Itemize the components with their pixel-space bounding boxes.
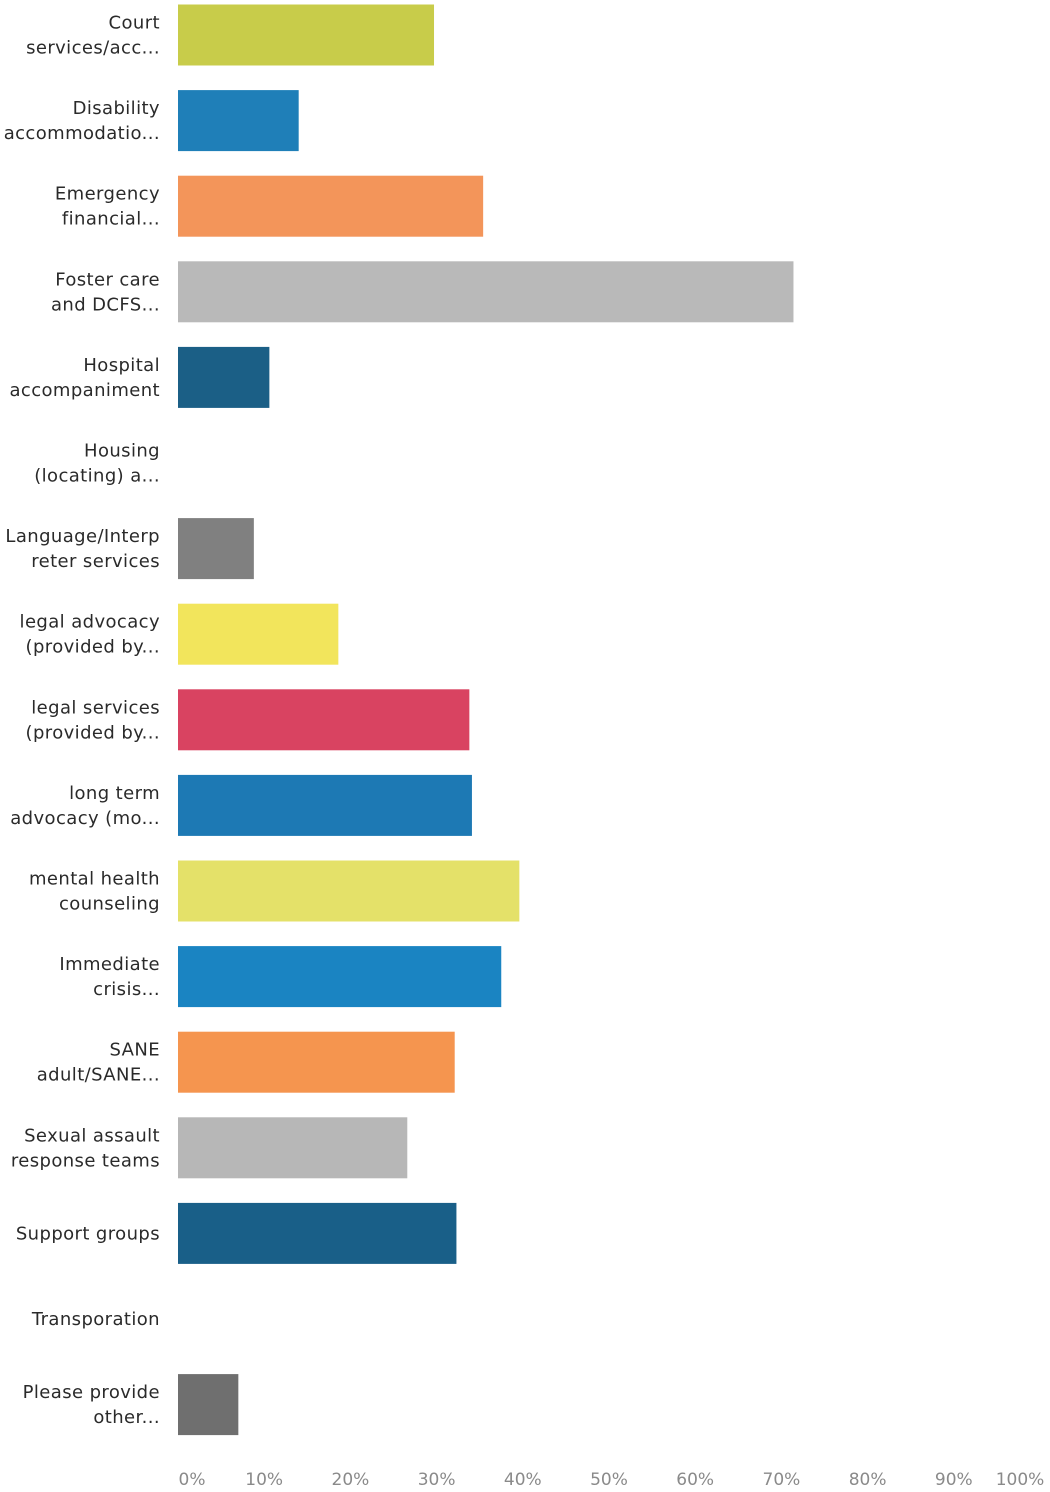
x-tick-label: 40% bbox=[504, 1470, 542, 1488]
bar bbox=[178, 946, 502, 1008]
category-label-line: adult/SANE... bbox=[37, 1065, 160, 1086]
bar bbox=[178, 860, 520, 922]
bar bbox=[178, 175, 484, 237]
category-label: Support groups bbox=[16, 1223, 160, 1244]
bar bbox=[178, 4, 435, 66]
category-label-line: Support groups bbox=[16, 1223, 160, 1244]
category-label: Please provide other... bbox=[23, 1382, 160, 1428]
category-label: long term advocacy (mo... bbox=[10, 783, 160, 829]
category-label-line: (provided by... bbox=[26, 637, 160, 658]
category-label: Sexual assault response teams bbox=[11, 1125, 160, 1171]
category-label-line: Hospital bbox=[83, 355, 160, 376]
bar bbox=[178, 90, 299, 152]
bar bbox=[178, 774, 472, 836]
x-tick-label: 30% bbox=[418, 1470, 456, 1488]
category-label-line: services/acc... bbox=[26, 38, 160, 59]
bar bbox=[178, 1031, 455, 1093]
category-label: Disability accommodatio... bbox=[4, 98, 160, 144]
category-label-line: Please provide bbox=[23, 1382, 160, 1403]
x-tick-label: 20% bbox=[332, 1470, 370, 1488]
category-label-line: Immediate bbox=[59, 954, 160, 975]
category-label: SANE adult/SANE... bbox=[37, 1040, 160, 1086]
x-tick-label: 10% bbox=[245, 1470, 283, 1488]
category-label-line: other... bbox=[93, 1407, 160, 1428]
category-label-line: SANE bbox=[109, 1040, 160, 1061]
category-label-line: mental health bbox=[29, 869, 160, 890]
bar bbox=[178, 1202, 457, 1264]
category-label-line: Emergency bbox=[55, 184, 160, 205]
bar bbox=[178, 603, 339, 665]
bar bbox=[178, 261, 794, 323]
category-label: Hospital accompaniment bbox=[9, 355, 160, 401]
bar bbox=[178, 518, 254, 580]
category-label-line: financial... bbox=[62, 209, 160, 230]
category-label-line: legal services bbox=[31, 697, 160, 718]
x-tick-label: 80% bbox=[849, 1470, 887, 1488]
bar bbox=[178, 689, 470, 751]
category-label-line: reter services bbox=[31, 551, 160, 572]
category-label-line: (provided by... bbox=[26, 722, 160, 743]
category-label: legal advocacy (provided by... bbox=[20, 612, 160, 658]
category-label-line: advocacy (mo... bbox=[10, 808, 160, 829]
category-label-line: long term bbox=[69, 783, 160, 804]
category-label: Transporation bbox=[31, 1309, 160, 1330]
category-label-line: Court bbox=[109, 13, 160, 34]
x-tick-label: 70% bbox=[763, 1470, 801, 1488]
x-tick-label: 0% bbox=[179, 1470, 206, 1488]
category-label: legal services (provided by... bbox=[26, 697, 160, 743]
bar bbox=[178, 1117, 408, 1179]
category-label-line: Sexual assault bbox=[24, 1125, 160, 1146]
category-label-line: Language/Interp bbox=[5, 526, 160, 547]
x-tick-label: 100% bbox=[996, 1470, 1045, 1488]
x-tick-label: 60% bbox=[676, 1470, 714, 1488]
bar bbox=[178, 1374, 239, 1436]
category-label-line: legal advocacy bbox=[20, 612, 160, 633]
x-tick-label: 50% bbox=[590, 1470, 628, 1488]
category-label-line: and DCFS... bbox=[51, 294, 160, 315]
x-tick-label: 90% bbox=[935, 1470, 973, 1488]
category-label-line: crisis... bbox=[93, 979, 160, 1000]
category-label: Foster care and DCFS... bbox=[51, 269, 160, 315]
category-label: Language/Interp reter services bbox=[5, 526, 160, 572]
category-label-line: Housing bbox=[84, 441, 160, 462]
category-label-line: (locating) a... bbox=[34, 466, 160, 487]
category-label: Immediate crisis... bbox=[59, 954, 160, 1000]
category-label-line: counseling bbox=[59, 894, 160, 915]
category-label: Court services/acc... bbox=[26, 13, 160, 59]
category-label-line: response teams bbox=[11, 1150, 160, 1171]
bar bbox=[178, 346, 270, 408]
category-label-line: accommodatio... bbox=[4, 123, 160, 144]
category-label-line: Foster care bbox=[55, 269, 160, 290]
category-label: Housing (locating) a... bbox=[34, 441, 160, 487]
category-label-line: Transporation bbox=[31, 1309, 160, 1330]
category-label-line: Disability bbox=[73, 98, 160, 119]
category-label: mental health counseling bbox=[29, 869, 160, 915]
category-label: Emergency financial... bbox=[55, 184, 160, 230]
category-label-line: accompaniment bbox=[9, 380, 160, 401]
